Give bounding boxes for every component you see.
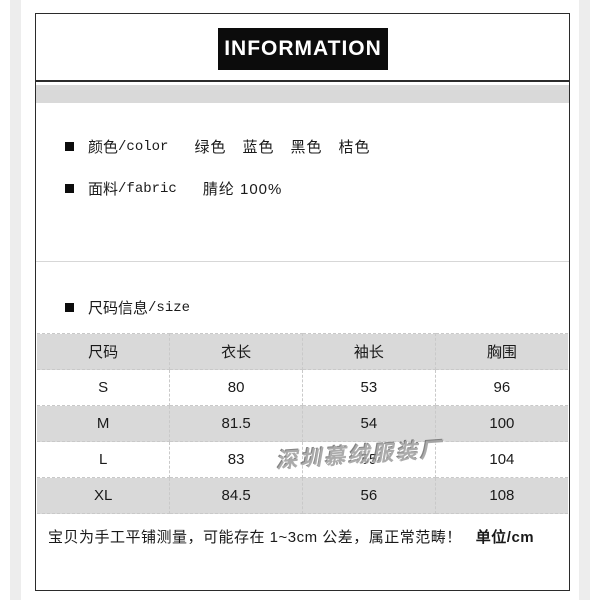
fabric-label-cn: 面料 — [88, 181, 119, 198]
info-card: INFORMATION 颜色/color 绿色 蓝色 黑色 桔色 面料/fabr… — [35, 13, 570, 591]
size-table-row-cell: 55 — [302, 441, 436, 478]
information-title-box: INFORMATION — [218, 28, 388, 70]
size-table-row-cell: 83 — [169, 441, 303, 478]
size-label-en: /size — [148, 299, 191, 316]
left-edge-strip — [10, 0, 21, 600]
header-section: INFORMATION — [36, 14, 569, 82]
size-table-row-cell: M — [37, 405, 171, 442]
bullet-square-icon — [65, 184, 74, 193]
size-table-row-cell: XL — [37, 477, 171, 514]
size-table-row-cell: S — [37, 369, 171, 406]
size-table-row-cell: 108 — [434, 477, 568, 514]
size-table: 尺码 衣长 袖长 胸围 S 80 53 96 M 81.5 54 100 L 83 55 104 XL 84.5 5… — [37, 333, 568, 514]
note-text: 宝贝为手工平铺测量，可能存在 1~3cm 公差，属正常范畴！ — [48, 529, 462, 546]
bullet-square-icon — [65, 303, 74, 312]
size-table-row-cell: 56 — [302, 477, 436, 514]
size-table-row-cell: 104 — [434, 441, 568, 478]
color-values: 绿色 蓝色 黑色 桔色 — [194, 139, 371, 156]
color-attribute-row: 颜色/color 绿色 蓝色 黑色 桔色 — [65, 136, 370, 157]
size-table-row-cell: 96 — [434, 369, 568, 406]
size-table-row: M 81.5 54 100 — [37, 405, 568, 442]
size-table-header-row: 尺码 衣长 袖长 胸围 — [37, 333, 568, 370]
measurement-note: 宝贝为手工平铺测量，可能存在 1~3cm 公差，属正常范畴！ 单位/cm — [48, 526, 534, 547]
bullet-square-icon — [65, 142, 74, 151]
size-table-row-cell: 54 — [302, 405, 436, 442]
size-table-row: XL 84.5 56 108 — [37, 477, 568, 514]
fabric-label-en: /fabric — [118, 180, 177, 197]
fabric-attribute-row: 面料/fabric 腈纶 100% — [65, 178, 282, 199]
section-divider — [36, 261, 569, 262]
right-edge-strip — [579, 0, 590, 600]
size-section-row: 尺码信息/size — [65, 297, 190, 318]
size-table-row-cell: L — [37, 441, 171, 478]
size-table-row-cell: 81.5 — [169, 405, 303, 442]
size-table-row-cell: 84.5 — [169, 477, 303, 514]
size-table-header-row-cell: 衣长 — [169, 333, 303, 370]
color-label-en: /color — [118, 138, 169, 155]
size-table-row: S 80 53 96 — [37, 369, 568, 406]
size-table-header-row-cell: 胸围 — [434, 333, 568, 370]
size-table-header-row-cell: 袖长 — [302, 333, 436, 370]
fabric-value: 腈纶 100% — [202, 181, 283, 198]
page-title: INFORMATION — [224, 37, 382, 60]
size-label-cn: 尺码信息 — [88, 300, 149, 317]
size-table-row-cell: 80 — [169, 369, 303, 406]
note-unit: 单位/cm — [475, 529, 535, 546]
size-table-row: L 83 55 104 — [37, 441, 568, 478]
color-label-cn: 颜色 — [88, 139, 119, 156]
size-table-row-cell: 53 — [302, 369, 436, 406]
header-gray-bar — [36, 85, 569, 103]
size-table-header-row-cell: 尺码 — [37, 333, 171, 370]
size-table-row-cell: 100 — [434, 405, 568, 442]
